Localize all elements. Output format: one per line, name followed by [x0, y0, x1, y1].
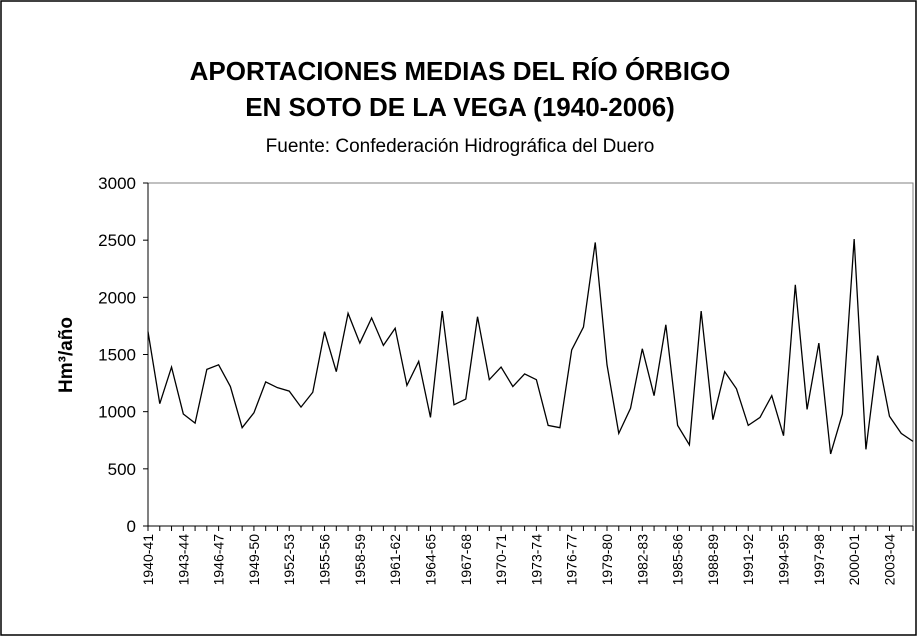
x-tick-label: 1967-68 [458, 534, 474, 586]
x-tick-label: 1943-44 [175, 534, 191, 586]
y-tick-label: 500 [108, 460, 136, 479]
x-tick-label: 1979-80 [599, 534, 615, 586]
x-tick-label: 1949-50 [246, 534, 262, 586]
x-tick-label: 2003-04 [881, 534, 897, 586]
x-tick-label: 1940-41 [140, 534, 156, 586]
x-tick-label: 1955-56 [317, 534, 333, 586]
chart-subtitle: Fuente: Confederación Hidrográfica del D… [266, 136, 655, 157]
x-tick-label: 1997-98 [811, 534, 827, 586]
x-tick-label: 1988-89 [705, 534, 721, 586]
x-tick-label: 1952-53 [281, 534, 297, 586]
x-tick-label: 1970-71 [493, 534, 509, 586]
chart-title: APORTACIONES MEDIAS DEL RÍO ÓRBIGO [190, 56, 731, 86]
x-tick-label: 1961-62 [387, 534, 403, 586]
x-tick-label: 1946-47 [211, 534, 227, 586]
x-tick-label: 1982-83 [634, 534, 650, 586]
x-tick-label: 1994-95 [776, 534, 792, 586]
y-axis-label: Hm³/año [56, 317, 77, 393]
y-tick-label: 1000 [98, 403, 136, 422]
y-tick-label: 2000 [98, 288, 136, 307]
x-tick-label: 2000-01 [846, 534, 862, 586]
data-line [147, 238, 914, 455]
x-tick-label: 1991-92 [740, 534, 756, 586]
x-tick-label: 1976-77 [564, 534, 580, 586]
x-tick-label: 1973-74 [528, 534, 544, 586]
x-tick-label: 1964-65 [422, 534, 438, 586]
y-tick-label: 3000 [98, 174, 136, 193]
y-tick-label: 2500 [98, 231, 136, 250]
chart-title: EN SOTO DE LA VEGA (1940-2006) [245, 92, 675, 122]
y-tick-label: 0 [127, 517, 136, 536]
y-tick-label: 1500 [98, 346, 136, 365]
x-tick-label: 1985-86 [670, 534, 686, 586]
x-tick-label: 1958-59 [352, 534, 368, 586]
